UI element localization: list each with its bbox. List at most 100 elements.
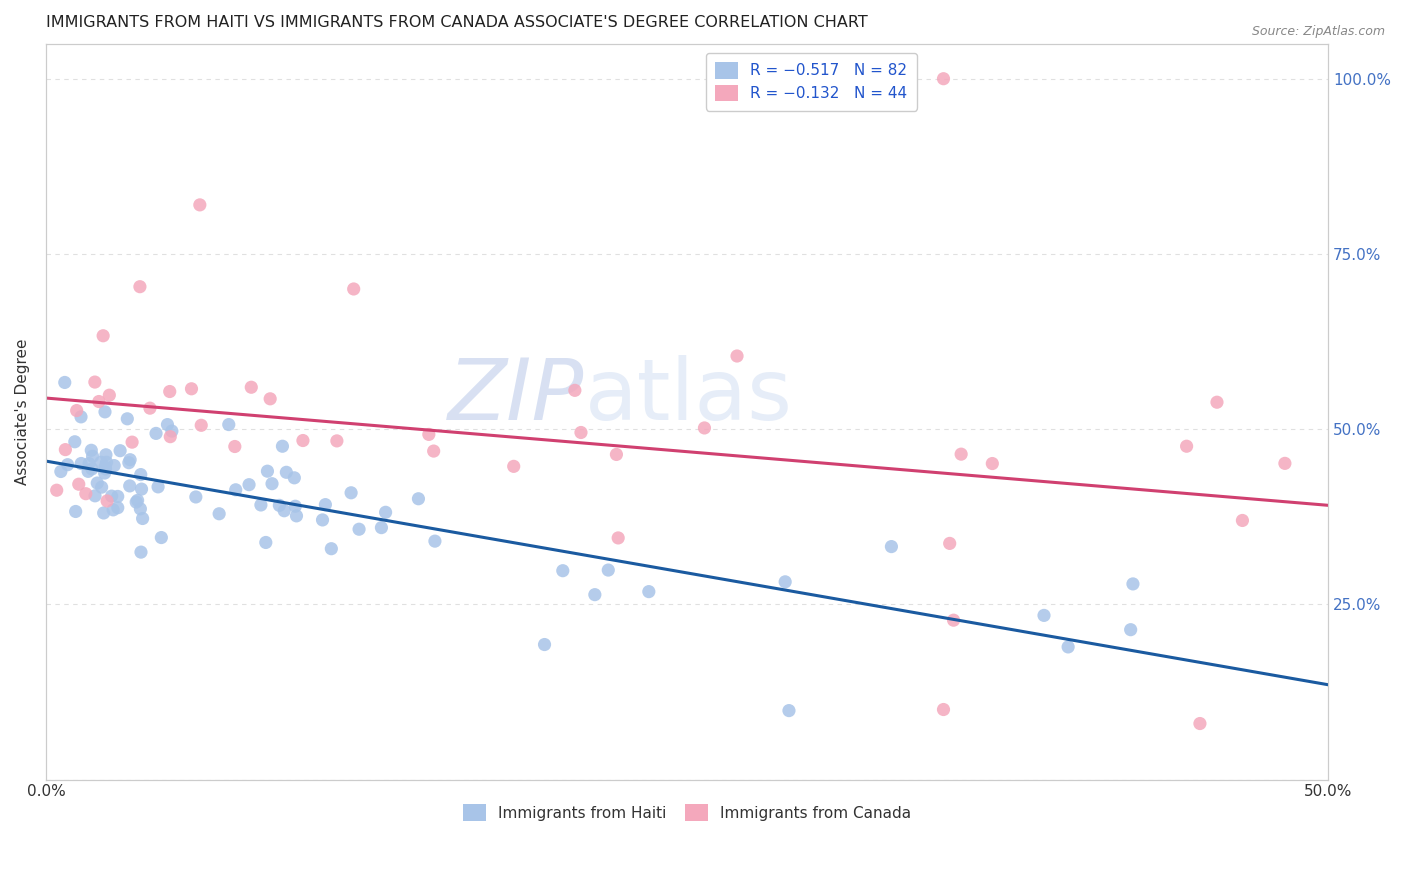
Point — [254, 535, 277, 549]
Point — [94, 448, 117, 462]
Point — [284, 500, 307, 514]
Point — [343, 282, 366, 296]
Point — [129, 501, 152, 516]
Point — [942, 613, 965, 627]
Point — [190, 418, 212, 433]
Point — [880, 540, 903, 554]
Point — [84, 489, 107, 503]
Point — [131, 511, 153, 525]
Point — [100, 489, 122, 503]
Point — [49, 465, 72, 479]
Point — [131, 482, 153, 496]
Point — [1175, 439, 1198, 453]
Point — [80, 462, 103, 476]
Point — [778, 704, 800, 718]
Point — [83, 375, 105, 389]
Point — [180, 382, 202, 396]
Point — [773, 574, 796, 589]
Point — [370, 520, 392, 534]
Point — [1122, 577, 1144, 591]
Point — [950, 447, 973, 461]
Text: atlas: atlas — [585, 355, 793, 438]
Point — [67, 477, 90, 491]
Point — [551, 564, 574, 578]
Point — [120, 452, 142, 467]
Point — [90, 455, 112, 469]
Point — [118, 479, 141, 493]
Point — [260, 476, 283, 491]
Point — [218, 417, 240, 432]
Y-axis label: Associate's Degree: Associate's Degree — [15, 338, 30, 485]
Point — [66, 403, 89, 417]
Point — [56, 458, 79, 472]
Point — [321, 541, 343, 556]
Point — [725, 349, 748, 363]
Point — [129, 467, 152, 482]
Point — [374, 505, 396, 519]
Point — [238, 477, 260, 491]
Point — [107, 500, 129, 515]
Point — [285, 508, 308, 523]
Point — [340, 485, 363, 500]
Point — [108, 443, 131, 458]
Point — [91, 328, 114, 343]
Point — [637, 584, 659, 599]
Point — [65, 504, 87, 518]
Point — [1188, 716, 1211, 731]
Point — [224, 440, 246, 454]
Point — [605, 447, 627, 461]
Point — [1033, 608, 1056, 623]
Point — [225, 483, 247, 497]
Point — [932, 71, 955, 86]
Point — [418, 427, 440, 442]
Point — [75, 486, 97, 500]
Point — [139, 401, 162, 416]
Point — [938, 536, 960, 550]
Point — [208, 507, 231, 521]
Point — [271, 439, 294, 453]
Point — [188, 198, 211, 212]
Point — [146, 480, 169, 494]
Point — [94, 462, 117, 476]
Point — [311, 513, 333, 527]
Point — [96, 455, 118, 469]
Point — [240, 380, 263, 394]
Point — [184, 490, 207, 504]
Point — [569, 425, 592, 440]
Point — [101, 503, 124, 517]
Point — [96, 494, 118, 508]
Point — [314, 498, 336, 512]
Point — [564, 384, 586, 398]
Point — [98, 388, 121, 402]
Point — [932, 702, 955, 716]
Point — [422, 444, 444, 458]
Point — [981, 457, 1004, 471]
Point — [408, 491, 430, 506]
Text: Source: ZipAtlas.com: Source: ZipAtlas.com — [1251, 25, 1385, 38]
Point — [82, 450, 104, 464]
Point — [53, 376, 76, 390]
Point — [145, 426, 167, 441]
Point — [326, 434, 349, 448]
Point — [250, 498, 273, 512]
Point — [598, 563, 620, 577]
Point — [70, 409, 93, 424]
Point — [70, 457, 93, 471]
Text: IMMIGRANTS FROM HAITI VS IMMIGRANTS FROM CANADA ASSOCIATE'S DEGREE CORRELATION C: IMMIGRANTS FROM HAITI VS IMMIGRANTS FROM… — [46, 15, 868, 30]
Point — [90, 480, 112, 494]
Point — [159, 384, 181, 399]
Point — [1206, 395, 1229, 409]
Text: ZIP: ZIP — [449, 355, 585, 438]
Point — [1232, 513, 1254, 527]
Point — [502, 459, 524, 474]
Point — [159, 430, 181, 444]
Point — [103, 458, 125, 473]
Point — [80, 443, 103, 458]
Point — [118, 456, 141, 470]
Point — [256, 464, 278, 478]
Point — [94, 460, 117, 475]
Point — [533, 638, 555, 652]
Point — [276, 465, 298, 479]
Point — [283, 471, 305, 485]
Point — [693, 421, 716, 435]
